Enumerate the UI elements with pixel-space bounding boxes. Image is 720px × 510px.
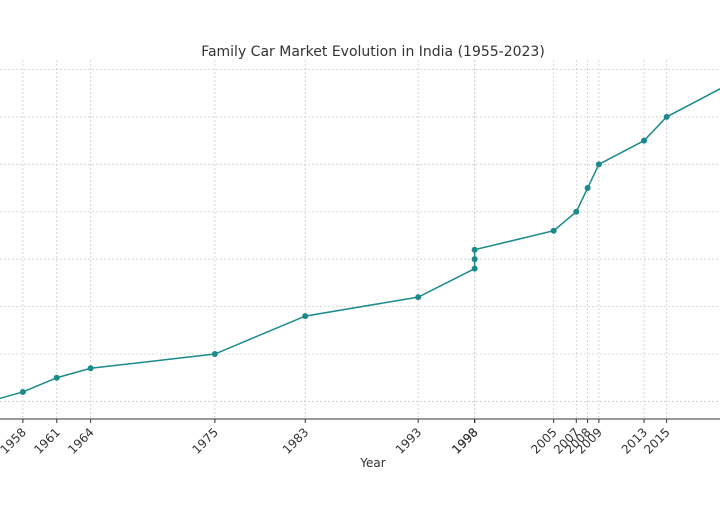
data-point xyxy=(663,113,670,120)
data-point xyxy=(584,185,591,192)
data-point xyxy=(87,365,94,372)
data-point xyxy=(471,265,478,272)
x-axis-label: Year xyxy=(359,456,385,470)
data-point xyxy=(641,137,648,144)
data-point xyxy=(302,313,309,320)
data-point xyxy=(415,294,422,301)
x-tick-label: 1964 xyxy=(65,425,96,456)
data-point xyxy=(19,388,26,395)
data-line xyxy=(0,88,720,400)
x-tick-label: 1983 xyxy=(280,425,311,456)
plot-area xyxy=(0,88,720,400)
data-point xyxy=(595,161,602,168)
data-point xyxy=(573,208,580,215)
data-point xyxy=(471,256,478,263)
x-tick-label: 1958 xyxy=(0,425,29,456)
data-point xyxy=(471,246,478,253)
data-point xyxy=(550,227,557,234)
x-tick-label: 1961 xyxy=(31,425,62,456)
x-tick-label: 1975 xyxy=(190,425,221,456)
chart-title: Family Car Market Evolution in India (19… xyxy=(201,44,545,60)
x-tick-label: 1993 xyxy=(393,425,424,456)
x-tick-label: 1998 xyxy=(449,425,480,456)
x-tick-label: 2015 xyxy=(641,425,672,456)
data-point xyxy=(211,351,218,358)
data-point xyxy=(53,374,60,381)
